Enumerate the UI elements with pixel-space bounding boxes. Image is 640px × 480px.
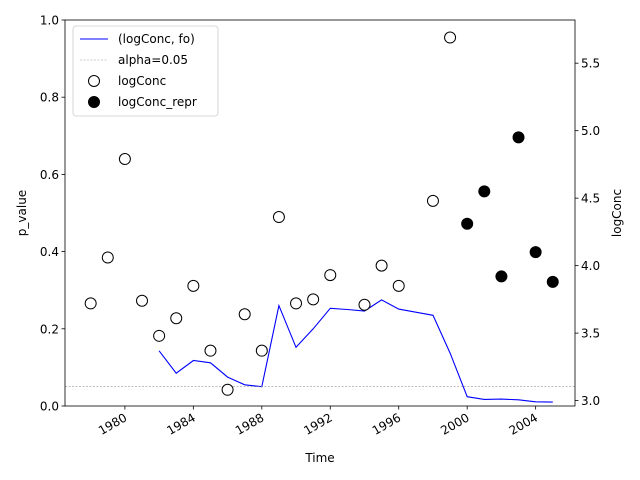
right-tick-label: 4.0 <box>581 259 600 273</box>
logconc-repr-point <box>529 246 542 259</box>
x-axis-ticks: 1980 1984 1988 1992 1996 2000 2004 <box>96 406 540 438</box>
left-axis-ticks: 0.0 0.2 0.4 0.6 0.8 1.0 <box>40 14 65 414</box>
legend-label-logconc: logConc <box>118 74 166 88</box>
left-tick-label: 0.6 <box>40 168 59 182</box>
legend-filled-circle-swatch <box>88 96 100 108</box>
legend-label-alpha: alpha=0.05 <box>118 53 188 67</box>
logconc-point <box>392 279 405 292</box>
x-tick-label: 1996 <box>370 410 403 437</box>
right-tick-label: 3.5 <box>581 327 600 341</box>
x-tick-label: 1980 <box>96 410 129 437</box>
right-tick-label: 5.5 <box>581 57 600 71</box>
plot-frame <box>64 19 576 407</box>
logconc-point <box>187 279 200 292</box>
logconc-repr-point <box>461 217 474 230</box>
logconc-point <box>444 31 457 44</box>
legend-label-line: (logConc, fo) <box>118 32 195 46</box>
logconc-point <box>118 153 131 166</box>
x-tick-label: 2000 <box>438 410 471 437</box>
x-tick-label: 2004 <box>507 410 540 437</box>
left-tick-label: 0.2 <box>40 322 59 336</box>
x-tick-label: 1992 <box>301 410 334 437</box>
logconc-repr-point <box>546 275 559 288</box>
legend: (logConc, fo) alpha=0.05 logConc logConc… <box>72 25 219 117</box>
logconc-point <box>84 297 97 310</box>
left-tick-label: 0.8 <box>40 91 59 105</box>
logconc-repr-point <box>495 270 508 283</box>
legend-open-circle-swatch <box>88 75 100 87</box>
p-value-line <box>158 299 553 403</box>
logconc-point <box>272 211 285 224</box>
logconc-point <box>426 194 439 207</box>
left-axis-label: p_value <box>15 190 29 236</box>
right-tick-label: 3.0 <box>581 394 600 408</box>
logconc-point <box>324 269 337 282</box>
left-tick-label: 1.0 <box>40 14 59 28</box>
logconc-point <box>255 344 268 357</box>
right-axis-ticks: 3.0 3.5 4.0 4.5 5.0 5.5 <box>575 57 600 408</box>
plot-area <box>65 31 575 403</box>
logconc-point <box>136 294 149 307</box>
x-axis-label: Time <box>304 451 334 465</box>
logconc-point <box>221 383 234 396</box>
legend-label-logconc-repr: logConc_repr <box>118 95 197 109</box>
right-axis-label: logConc <box>610 189 624 237</box>
legend-box <box>72 25 219 117</box>
right-tick-label: 4.5 <box>581 192 600 206</box>
logconc-point <box>238 308 251 321</box>
logconc-point <box>101 251 114 264</box>
right-tick-label: 5.0 <box>581 124 600 138</box>
logconc-point <box>358 298 371 311</box>
logconc-point <box>153 329 166 342</box>
x-tick-label: 1988 <box>233 410 266 437</box>
logconc-point <box>170 312 183 325</box>
left-tick-label: 0.4 <box>40 245 59 259</box>
left-tick-label: 0.0 <box>40 400 59 414</box>
logconc-point <box>204 344 217 357</box>
x-tick-label: 1984 <box>164 410 197 437</box>
logconc-repr-point <box>478 185 491 198</box>
logconc-point <box>290 297 303 310</box>
logconc-point <box>375 259 388 272</box>
logconc-repr-point <box>512 131 525 144</box>
logconc-point <box>307 293 320 306</box>
